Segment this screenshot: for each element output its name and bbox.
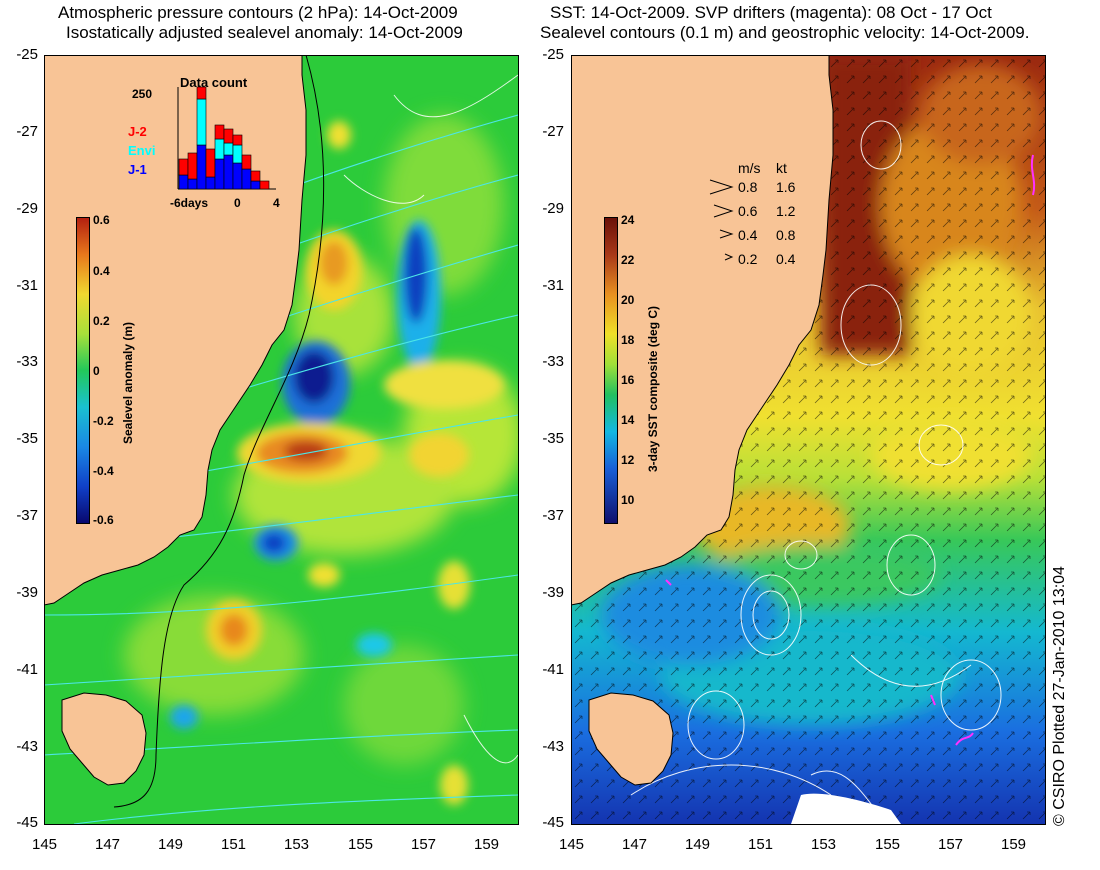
- colorbar-tick: 14: [621, 413, 635, 427]
- right-title-line2: Sealevel contours (0.1 m) and geostrophi…: [540, 23, 1030, 42]
- y-tick: -45: [542, 814, 564, 831]
- legend-j1: J-1: [128, 162, 147, 177]
- x-tick: 159: [474, 836, 500, 853]
- colorbar-tick: 20: [621, 293, 635, 307]
- y-tick: -43: [16, 738, 38, 755]
- y-tick: -43: [542, 738, 564, 755]
- australia-landmass-sst: [571, 55, 834, 606]
- colorbar-tick: 12: [621, 453, 635, 467]
- legend-kt: 1.2: [776, 203, 796, 219]
- inset-ymax: 250: [132, 87, 153, 101]
- inset-xtick: -6days: [170, 196, 209, 210]
- y-tick: -29: [16, 200, 38, 217]
- colorbar-tick: 22: [621, 253, 635, 267]
- y-tick: -33: [542, 353, 564, 370]
- tasmania: [61, 692, 147, 786]
- colorbar-tick: 0.2: [93, 314, 110, 328]
- y-tick: -29: [542, 200, 564, 217]
- colorbar-tick: 24: [621, 213, 635, 227]
- sealevel-colorbar: [76, 217, 90, 524]
- shelf-isobath: [113, 55, 325, 808]
- sst-colorbar-label: 3-day SST composite (deg C): [646, 305, 660, 472]
- x-tick: 155: [875, 836, 901, 853]
- y-tick: -35: [542, 430, 564, 447]
- colorbar-tick: 0.6: [93, 213, 110, 227]
- colorbar-tick: -0.2: [93, 414, 114, 428]
- velocity-arrow-icons: [709, 179, 734, 261]
- y-tick: -39: [16, 584, 38, 601]
- y-tick: -39: [542, 584, 564, 601]
- cloud-mask: [791, 793, 901, 824]
- legend-kt: 0.4: [776, 251, 796, 267]
- y-tick: -31: [16, 277, 38, 294]
- x-tick: 147: [622, 836, 648, 853]
- tasmania-sst: [588, 692, 674, 786]
- y-tick: -37: [542, 507, 564, 524]
- x-tick: 147: [95, 836, 121, 853]
- colorbar-tick: -0.4: [93, 464, 114, 478]
- x-tick: 157: [938, 836, 964, 853]
- right-map-frame: [571, 55, 1046, 825]
- colorbar-tick: 10: [621, 493, 635, 507]
- inset-xtick: 4: [273, 196, 280, 210]
- colorbar-tick: -0.6: [93, 513, 114, 527]
- plot-credit: © CSIRO Plotted 27-Jan-2010 13:04: [1051, 566, 1068, 826]
- sealevel-anomaly-map: [44, 55, 518, 824]
- colorbar-tick: 16: [621, 373, 635, 387]
- y-tick: -31: [542, 277, 564, 294]
- colorbar-tick: 18: [621, 333, 635, 347]
- legend-envi: Envi: [128, 143, 156, 158]
- x-tick: 149: [685, 836, 711, 853]
- x-tick: 159: [1001, 836, 1027, 853]
- legend-ms: 0.2: [738, 251, 758, 267]
- x-tick: 145: [32, 836, 58, 853]
- colorbar-tick: 0.4: [93, 264, 110, 278]
- legend-header-ms: m/s: [738, 160, 761, 176]
- inset-xtick: 0: [234, 196, 241, 210]
- x-tick: 153: [811, 836, 837, 853]
- x-tick: 157: [411, 836, 437, 853]
- legend-kt: 0.8: [776, 227, 796, 243]
- x-tick: 149: [158, 836, 184, 853]
- x-tick: 151: [221, 836, 247, 853]
- right-title-line1: SST: 14-Oct-2009. SVP drifters (magenta)…: [550, 3, 992, 22]
- x-tick: 145: [559, 836, 585, 853]
- y-tick: -25: [542, 46, 564, 63]
- australia-landmass: [44, 55, 307, 606]
- left-map-frame: [44, 55, 519, 825]
- sealevel-contours: [630, 120, 1002, 824]
- y-tick: -35: [16, 430, 38, 447]
- legend-ms: 0.4: [738, 227, 758, 243]
- y-tick: -41: [16, 661, 38, 678]
- legend-ms: 0.8: [738, 179, 758, 195]
- legend-header-kt: kt: [776, 160, 787, 176]
- data-count-histogram: [177, 86, 276, 190]
- svp-drifter-tracks: [665, 154, 1036, 746]
- legend-ms: 0.6: [738, 203, 758, 219]
- x-tick: 153: [284, 836, 310, 853]
- x-tick: 151: [748, 836, 774, 853]
- y-tick: -25: [16, 46, 38, 63]
- inset-title: Data count: [180, 75, 248, 90]
- left-title-line1: Atmospheric pressure contours (2 hPa): 1…: [58, 3, 458, 22]
- y-tick: -27: [542, 123, 564, 140]
- y-tick: -33: [16, 353, 38, 370]
- y-tick: -37: [16, 507, 38, 524]
- y-tick: -27: [16, 123, 38, 140]
- legend-kt: 1.6: [776, 179, 796, 195]
- left-title-line2: Isostatically adjusted sealevel anomaly:…: [66, 23, 463, 42]
- sealevel-colorbar-label: Sealevel anomaly (m): [121, 321, 135, 444]
- legend-j2: J-2: [128, 124, 147, 139]
- y-tick: -45: [16, 814, 38, 831]
- sst-map: [571, 55, 1045, 824]
- colorbar-tick: 0: [93, 364, 100, 378]
- y-tick: -41: [542, 661, 564, 678]
- x-tick: 155: [348, 836, 374, 853]
- sst-colorbar: [604, 217, 618, 524]
